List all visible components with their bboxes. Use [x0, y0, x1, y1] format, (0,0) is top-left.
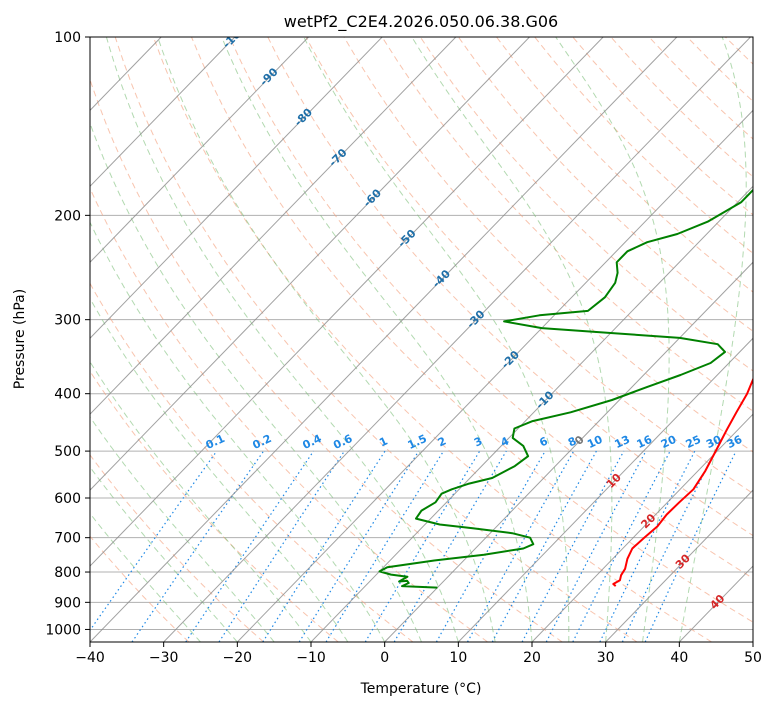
- isotherm: [163, 37, 751, 642]
- plot-frame: [89, 36, 754, 643]
- y-tick-label: 700: [54, 531, 81, 547]
- x-tick-label: −10: [296, 650, 326, 666]
- x-tick-label: 40: [670, 650, 688, 666]
- x-axis-label: Temperature (°C): [360, 681, 482, 697]
- y-axis-label: Pressure (hPa): [12, 289, 28, 389]
- x-tick-label: 20: [523, 650, 541, 666]
- y-tick-label: 100: [54, 30, 81, 46]
- moist-adiabat: [105, 37, 459, 642]
- dry-adiabat: [496, 37, 753, 293]
- moist-adiabat: [221, 37, 533, 642]
- isotherm: [310, 185, 753, 642]
- y-tick-label: 1000: [45, 622, 81, 638]
- mixing-ratio-label: 20: [659, 433, 679, 451]
- moist-adiabat: [411, 37, 613, 642]
- y-tick-label: 900: [54, 595, 81, 611]
- mixing-ratio-line: [185, 450, 314, 642]
- isotherm: [90, 37, 604, 567]
- y-tick-label: 800: [54, 565, 81, 581]
- isotherm: [90, 37, 309, 263]
- x-axis: −40 −30 −20 −10 0 10 20 30 40 50: [75, 642, 762, 666]
- x-tick-label: 10: [449, 650, 467, 666]
- mixing-ratio-line: [521, 450, 625, 642]
- isotherm: [90, 37, 530, 491]
- isotherm: [531, 413, 753, 642]
- moist-adiabat: [90, 297, 349, 642]
- isotherm: [457, 337, 753, 642]
- mixing-ratio-line: [298, 450, 420, 642]
- moist-adiabat: [90, 416, 275, 642]
- x-tick-label: −30: [149, 650, 179, 666]
- mixing-ratio-line: [90, 450, 218, 632]
- isotherm: [90, 37, 678, 642]
- y-axis: 100 200 300 400 500 600 700 800 900 1000: [45, 30, 90, 638]
- dry-adiabat: [191, 37, 753, 623]
- y-tick-label: 500: [54, 444, 81, 460]
- moist-adiabat: [303, 37, 570, 642]
- mixing-ratio-label: 10: [585, 433, 605, 451]
- x-tick-label: −20: [223, 650, 253, 666]
- mixing-ratio-line: [218, 450, 345, 642]
- isotherm: [90, 37, 383, 339]
- mixing-ratio-label: 25: [684, 433, 703, 451]
- mixing-ratio-label: 13: [613, 433, 632, 451]
- y-tick-label: 600: [54, 491, 81, 507]
- moist-adiabat: [90, 466, 238, 642]
- isotherm: [236, 109, 753, 642]
- mixing-ratio-line: [491, 450, 597, 642]
- y-tick-label: 300: [54, 313, 81, 329]
- mixing-ratio-label: 36: [725, 433, 745, 451]
- moist-adiabat: [90, 221, 386, 642]
- mixing-ratio-label: 16: [635, 433, 655, 451]
- mixing-ratio-line: [131, 450, 265, 642]
- dry-adiabat: [90, 77, 563, 642]
- mixing-ratio-line: [599, 450, 696, 642]
- moist-adiabat: [90, 121, 422, 642]
- plot-area: -100-90-80-70-60-50-40-30-20-10010203040…: [90, 37, 753, 642]
- moist-adiabat: [157, 37, 496, 642]
- y-tick-label: 400: [54, 387, 81, 403]
- moist-adiabat: [678, 37, 747, 642]
- mixing-ratio-line: [621, 450, 716, 642]
- dry-adiabat: [114, 37, 638, 642]
- isotherm: [605, 489, 753, 642]
- isotherm: [90, 37, 236, 188]
- x-tick-label: −40: [75, 650, 105, 666]
- skewed-isotherms: [90, 37, 753, 642]
- mixing-ratio-line: [262, 450, 386, 642]
- y-tick-label: 200: [54, 208, 81, 224]
- moist-adiabats: [90, 37, 747, 642]
- dewpoint-profile: [378, 188, 753, 589]
- mixing-ratio-line: [325, 450, 445, 642]
- dry-adiabat: [90, 187, 488, 642]
- x-tick-label: 0: [380, 650, 389, 666]
- moist-adiabat: [555, 37, 670, 642]
- isotherm: [90, 37, 457, 415]
- mixing-ratio-lines: [90, 450, 737, 642]
- pressure-gridlines: [90, 37, 753, 630]
- temperature-profile: [612, 376, 753, 587]
- sounding-profiles: [378, 188, 753, 589]
- x-tick-label: 50: [744, 650, 762, 666]
- x-tick-label: 30: [597, 650, 615, 666]
- isotherm: [384, 261, 753, 642]
- dry-adiabat: [90, 454, 264, 642]
- chart-title: wetPf2_C2E4.2026.050.06.38.G06: [284, 12, 558, 32]
